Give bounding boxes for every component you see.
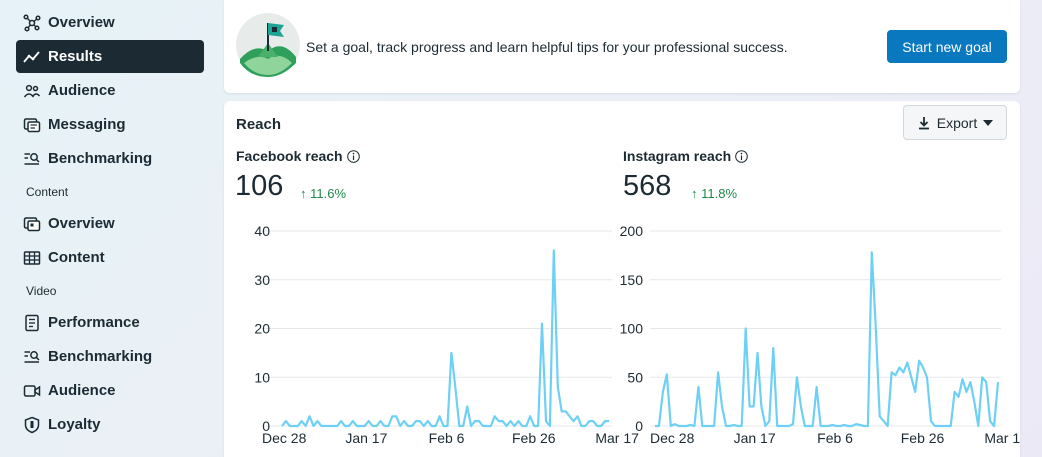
- sidebar-item-benchmarking[interactable]: Benchmarking: [16, 340, 204, 373]
- section-label-video: Video: [26, 284, 57, 298]
- goal-description: Set a goal, track progress and learn hel…: [306, 39, 788, 55]
- sidebar-item-label: Benchmarking: [48, 150, 153, 167]
- series-line: [655, 251, 1000, 428]
- y-tick-label: 200: [620, 223, 644, 239]
- y-tick-label: 0: [262, 418, 270, 434]
- info-icon[interactable]: [735, 149, 748, 163]
- benchmark-icon: [22, 347, 42, 367]
- sidebar: Overview Results Audience Messaging Benchmar…: [0, 0, 214, 457]
- x-tick-label: Jan 17: [734, 430, 776, 446]
- x-tick-label: Feb 6: [817, 430, 853, 446]
- benchmark-icon: [22, 149, 42, 169]
- people-icon: [22, 81, 42, 101]
- x-tick-label: Feb 26: [901, 430, 945, 446]
- overview-icon: [22, 214, 42, 234]
- y-tick-label: 30: [254, 272, 270, 288]
- y-tick-label: 40: [254, 223, 270, 239]
- x-tick-label: Mar 17: [595, 430, 639, 446]
- sidebar-item-label: Audience: [48, 82, 116, 99]
- download-icon: [918, 116, 929, 129]
- facebook-reach-change: ↑ 11.6%: [300, 186, 347, 201]
- sidebar-item-label: Results: [48, 48, 103, 65]
- y-tick-label: 150: [620, 272, 644, 288]
- document-icon: [22, 313, 42, 333]
- sidebar-item-label: Benchmarking: [48, 348, 153, 365]
- caret-down-icon: [983, 119, 994, 126]
- trend-icon: [22, 47, 42, 67]
- sidebar-item-performance[interactable]: Performance: [16, 306, 204, 339]
- sidebar-item-benchmarking[interactable]: Benchmarking: [16, 142, 204, 175]
- sidebar-item-loyalty[interactable]: Loyalty: [16, 408, 204, 441]
- sidebar-item-label: Performance: [48, 314, 140, 331]
- instagram-reach-title: Instagram reach: [623, 148, 748, 164]
- sidebar-item-label: Loyalty: [48, 416, 101, 433]
- x-tick-label: Feb 6: [429, 430, 465, 446]
- sidebar-item-overview[interactable]: Overview: [16, 6, 204, 39]
- sidebar-item-overview[interactable]: Overview: [16, 207, 204, 240]
- info-icon[interactable]: [346, 149, 360, 163]
- sidebar-item-results[interactable]: Results: [16, 40, 204, 73]
- start-new-goal-button[interactable]: Start new goal: [887, 30, 1007, 63]
- shield-icon: [22, 415, 42, 435]
- x-tick-label: Jan 17: [345, 430, 387, 446]
- table-icon: [22, 248, 42, 268]
- x-tick-label: Feb 26: [512, 430, 556, 446]
- sidebar-item-label: Overview: [48, 14, 115, 31]
- y-tick-label: 100: [620, 321, 644, 337]
- x-tick-label: Dec 28: [650, 430, 695, 446]
- facebook-reach-title: Facebook reach: [236, 148, 360, 164]
- goal-card: Set a goal, track progress and learn hel…: [224, 0, 1020, 93]
- series-line: [281, 249, 609, 428]
- network-icon: [22, 13, 42, 33]
- y-tick-label: 20: [254, 321, 270, 337]
- sidebar-item-audience[interactable]: Audience: [16, 74, 204, 107]
- x-tick-label: Mar 17: [984, 430, 1020, 446]
- x-tick-label: Dec 28: [262, 430, 307, 446]
- video-icon: [22, 381, 42, 401]
- y-tick-label: 50: [627, 369, 643, 385]
- sidebar-item-content[interactable]: Content: [16, 241, 204, 274]
- section-label-content: Content: [26, 185, 69, 199]
- reach-title: Reach: [236, 116, 282, 133]
- instagram-reach-value: 568: [623, 170, 672, 202]
- facebook-reach-value: 106: [235, 170, 284, 202]
- goal-illustration: [236, 13, 300, 77]
- sidebar-item-messaging[interactable]: Messaging: [16, 108, 204, 141]
- sidebar-item-label: Overview: [48, 215, 115, 232]
- instagram-reach-change: ↑ 11.8%: [691, 186, 738, 201]
- reach-card: Reach Export Facebook reach 106 ↑ 11.6% …: [224, 101, 1020, 457]
- sidebar-item-label: Content: [48, 249, 105, 266]
- export-button[interactable]: Export: [903, 105, 1007, 140]
- export-label: Export: [936, 114, 978, 131]
- message-icon: [22, 115, 42, 135]
- sidebar-item-label: Audience: [48, 382, 116, 399]
- y-tick-label: 10: [254, 369, 270, 385]
- sidebar-item-label: Messaging: [48, 116, 126, 133]
- facebook-reach-label: Facebook reach: [236, 148, 343, 164]
- y-tick-label: 0: [635, 418, 643, 434]
- instagram-reach-label: Instagram reach: [623, 148, 732, 164]
- sidebar-item-audience[interactable]: Audience: [16, 374, 204, 407]
